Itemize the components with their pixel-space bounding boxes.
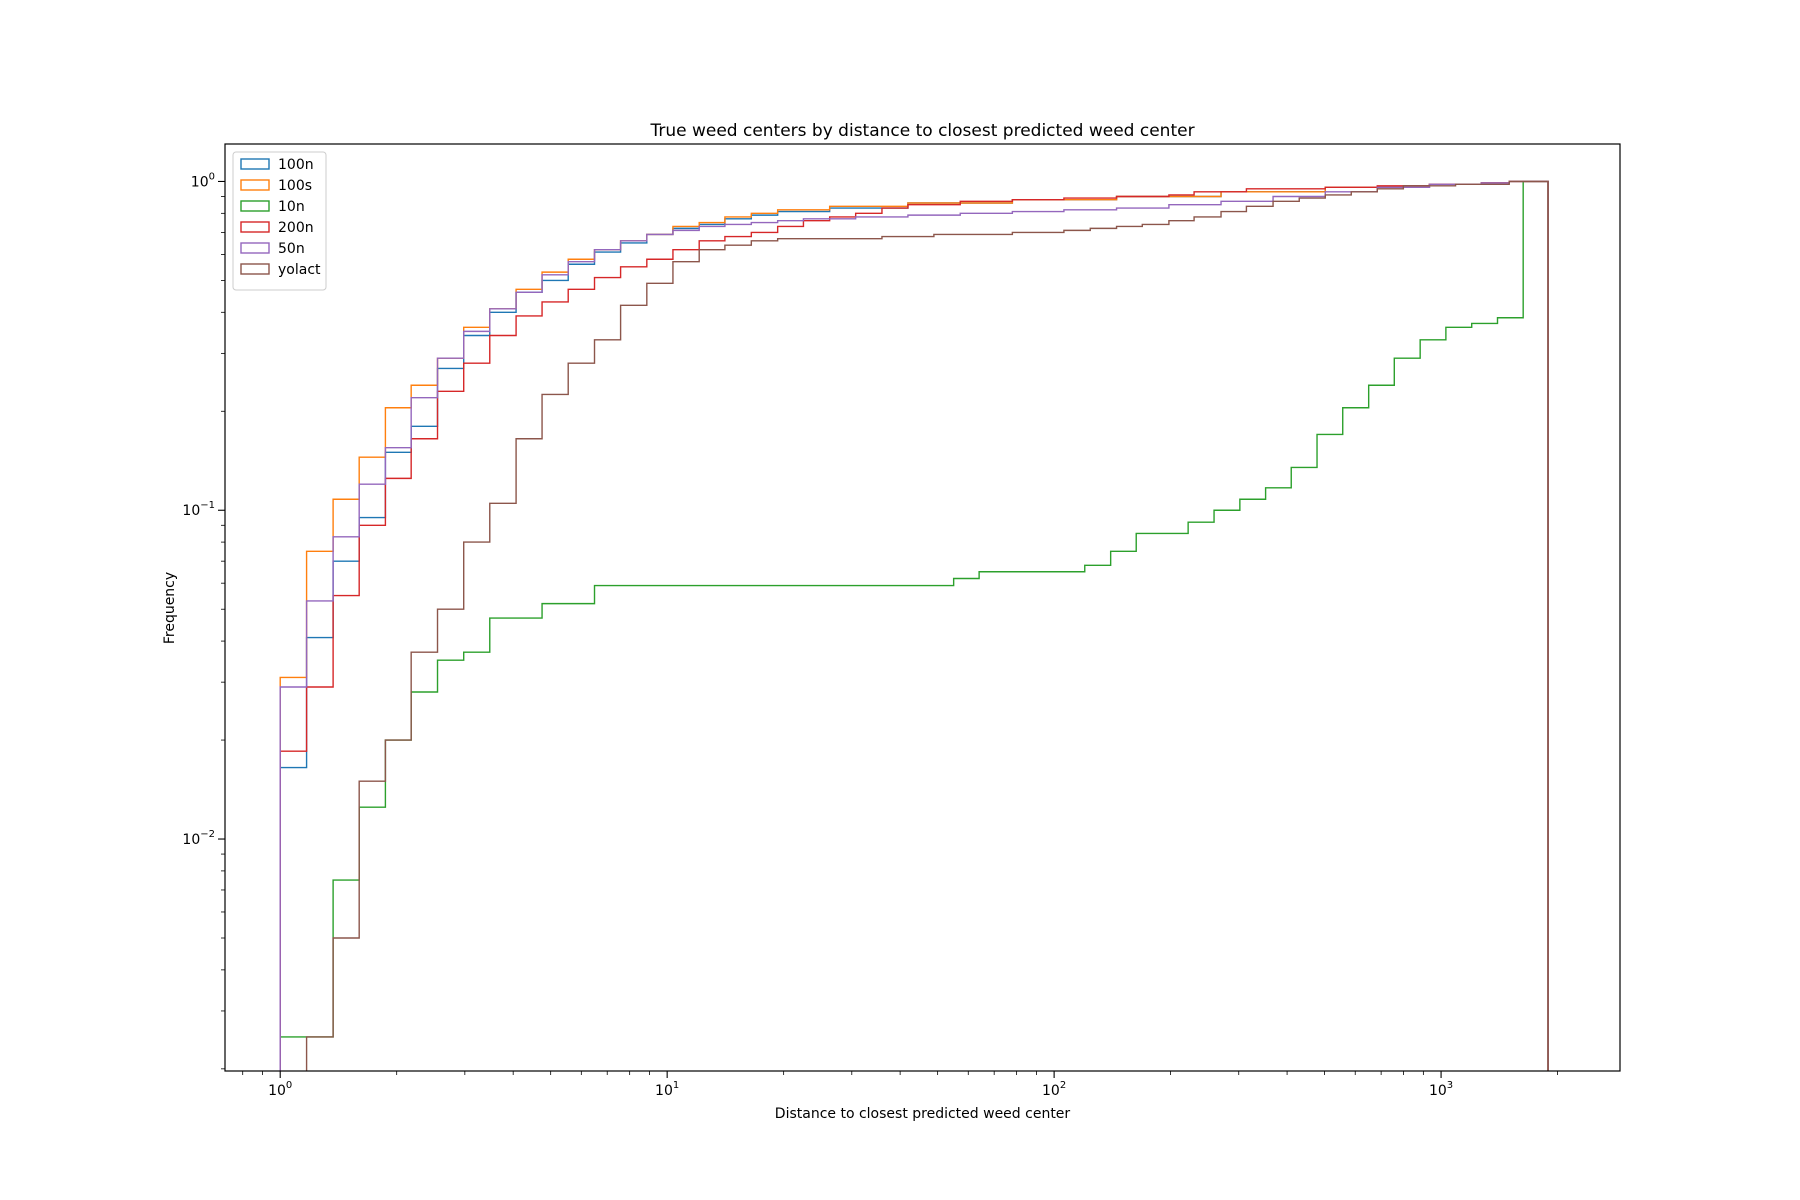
- legend-label-100n: 100n: [278, 157, 314, 173]
- x-tick-label: 102: [1042, 1080, 1066, 1099]
- x-tick-label: 100: [268, 1080, 292, 1099]
- series-line-yolact: [305, 180, 1549, 1071]
- series-line-200n: [279, 180, 1549, 1071]
- series-line-10n: [279, 180, 1549, 1071]
- x-tick-label: 101: [655, 1080, 679, 1099]
- series-layer: [279, 180, 1549, 1071]
- legend: 100n 100s 10n 200n 50n yolact: [232, 151, 327, 291]
- legend-label-10n: 10n: [278, 199, 305, 215]
- legend-box: [232, 151, 327, 291]
- legend-swatch-yolact: [240, 263, 270, 275]
- legend-swatch-100n: [240, 158, 270, 170]
- legend-label-200n: 200n: [278, 220, 314, 236]
- x-axis-label: Distance to closest predicted weed cente…: [775, 1106, 1071, 1122]
- x-tick-label: 103: [1429, 1080, 1453, 1099]
- legend-label-100s: 100s: [278, 178, 312, 194]
- y-tick-label: 10−1: [182, 500, 215, 519]
- legend-swatch-200n: [240, 221, 270, 233]
- legend-label-yolact: yolact: [278, 262, 321, 278]
- legend-swatch-100s: [240, 179, 270, 191]
- y-axis-label: Frequency: [162, 572, 178, 644]
- axis-layer: 100 101 102 103 100 10−1 10−2: [182, 171, 1558, 1099]
- legend-swatch-50n: [240, 242, 270, 254]
- legend-label-50n: 50n: [278, 241, 305, 257]
- y-tick-label: 10−2: [182, 829, 215, 848]
- plot-frame: [224, 143, 1621, 1072]
- series-line-50n: [279, 180, 1549, 1071]
- y-tick-label: 100: [191, 171, 215, 190]
- chart-title: True weed centers by distance to closest…: [649, 121, 1194, 141]
- legend-swatch-10n: [240, 200, 270, 212]
